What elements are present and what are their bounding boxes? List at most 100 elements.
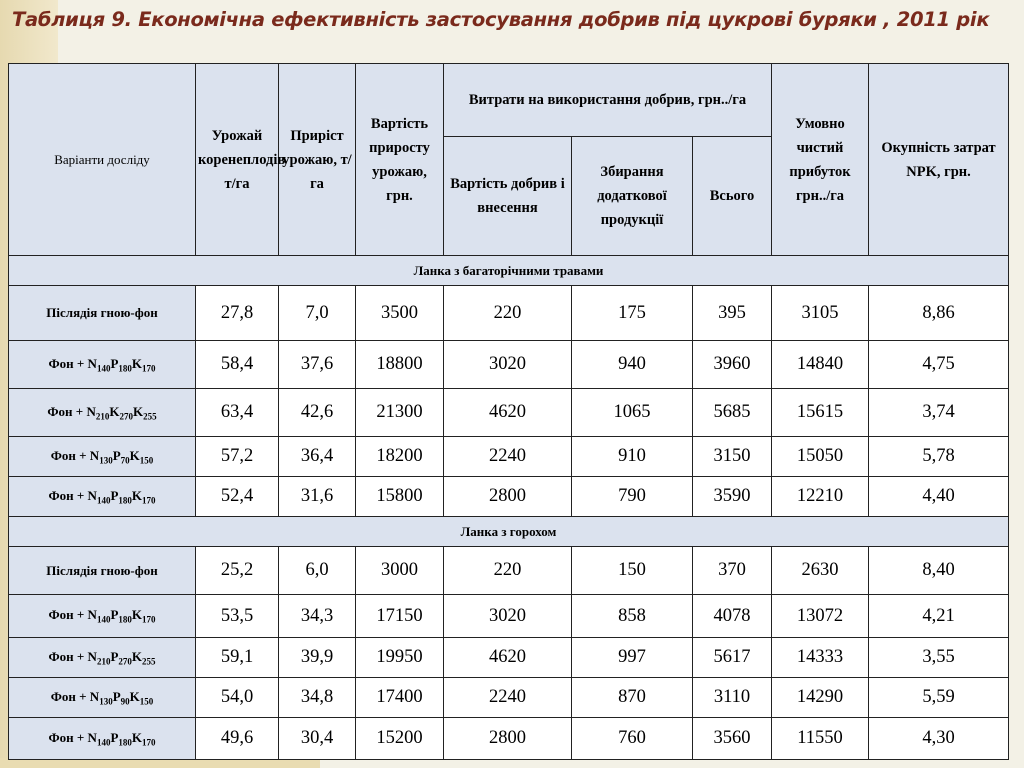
variant-text: K: [129, 447, 140, 463]
value-cell: 3,74: [868, 388, 1009, 437]
value-cell: 25,2: [195, 546, 279, 595]
variant-name: Фон + N130P70K150: [8, 436, 196, 477]
variant-subscript: 270: [119, 411, 133, 422]
header-payback: Окупність затрат NPK, грн.: [868, 63, 1009, 256]
variant-text: Фон + N: [48, 607, 97, 623]
value-cell: 150: [571, 546, 693, 595]
header-total: Всього: [692, 136, 772, 256]
value-cell: 4620: [443, 637, 572, 678]
variant-subscript: 170: [142, 614, 156, 625]
value-cell: 5,59: [868, 677, 1009, 718]
value-cell: 3560: [692, 717, 772, 760]
value-cell: 4,40: [868, 476, 1009, 517]
value-cell: 870: [571, 677, 693, 718]
section-label: Ланка з багаторічними травами: [8, 255, 1009, 286]
section-row: Ланка з багаторічними травами: [8, 255, 1009, 286]
value-cell: 997: [571, 637, 693, 678]
section-label: Ланка з горохом: [8, 516, 1009, 547]
value-cell: 39,9: [278, 637, 356, 678]
variant-text: Фон + N: [50, 688, 100, 704]
value-cell: 15800: [355, 476, 444, 517]
value-cell: 910: [571, 436, 693, 477]
table-row: Фон + N210K270K255 63,4 42,6 21300 4620 1065 5…: [8, 388, 1009, 437]
value-cell: 5,78: [868, 436, 1009, 477]
header-variant: Варіанти досліду: [8, 63, 196, 256]
variant-name: Післядія гною-фон: [8, 546, 196, 595]
value-cell: 11550: [771, 717, 869, 760]
variant-name: Фон + N210K270K255: [8, 388, 196, 437]
value-cell: 49,6: [195, 717, 279, 760]
value-cell: 42,6: [278, 388, 356, 437]
variant-text: K: [109, 403, 120, 419]
variant-name: Фон + N140P180K170: [8, 717, 196, 760]
value-cell: 4,21: [868, 594, 1009, 638]
value-cell: 8,40: [868, 546, 1009, 595]
value-cell: 395: [692, 285, 772, 341]
value-cell: 2240: [443, 677, 572, 718]
variant-subscript: 140: [96, 737, 111, 748]
variant-subscript: 90: [120, 696, 130, 707]
variant-subscript: 150: [139, 455, 154, 466]
value-cell: 760: [571, 717, 693, 760]
variant-subscript: 140: [96, 614, 111, 625]
value-cell: 3500: [355, 285, 444, 341]
table-row: Післядія гною-фон 25,2 6,0 3000 220 150 370 263…: [8, 546, 1009, 595]
value-cell: 4078: [692, 594, 772, 638]
variant-text: P: [112, 447, 121, 463]
variant-text: Фон + N: [48, 355, 97, 371]
variant-name: Фон + N140P180K170: [8, 340, 196, 389]
value-cell: 52,4: [195, 476, 279, 517]
value-cell: 15050: [771, 436, 869, 477]
value-cell: 3020: [443, 340, 572, 389]
variant-subscript: 255: [143, 411, 157, 422]
table-row: Фон + N140P180K170 52,4 31,6 15800 2800 790 35…: [8, 476, 1009, 517]
efficiency-table: Варіанти досліду Урожай коренеплодів т/г…: [8, 63, 1009, 760]
value-cell: 59,1: [195, 637, 279, 678]
value-cell: 13072: [771, 594, 869, 638]
variant-subscript: 130: [99, 455, 113, 466]
variant-text: K: [131, 648, 143, 664]
value-cell: 8,86: [868, 285, 1009, 341]
variant-text: K: [131, 355, 143, 371]
variant-text: P: [110, 729, 119, 745]
variant-subscript: 140: [96, 363, 111, 374]
value-cell: 2630: [771, 546, 869, 595]
value-cell: 220: [443, 285, 572, 341]
value-cell: 18800: [355, 340, 444, 389]
header-harvest: Збирання додаткової продукції: [571, 136, 693, 256]
value-cell: 3020: [443, 594, 572, 638]
variant-text: P: [110, 487, 119, 503]
variant-subscript: 180: [118, 614, 132, 625]
variant-text: Післядія гною-фон: [46, 562, 158, 578]
value-cell: 27,8: [195, 285, 279, 341]
variant-text: Фон + N: [48, 487, 97, 503]
variant-text: K: [132, 403, 144, 419]
table-row: Фон + N140P180K170 49,6 30,4 15200 2800 760 35…: [8, 717, 1009, 760]
value-cell: 14333: [771, 637, 869, 678]
value-cell: 858: [571, 594, 693, 638]
value-cell: 18200: [355, 436, 444, 477]
variant-text: K: [131, 607, 143, 623]
value-cell: 36,4: [278, 436, 356, 477]
variant-text: P: [110, 355, 119, 371]
value-cell: 63,4: [195, 388, 279, 437]
value-cell: 30,4: [278, 717, 356, 760]
value-cell: 4620: [443, 388, 572, 437]
value-cell: 3150: [692, 436, 772, 477]
table-row: Фон + N130P70K150 57,2 36,4 18200 2240 910 315…: [8, 436, 1009, 477]
table-row: Післядія гною-фон 27,8 7,0 3500 220 175 395 310…: [8, 285, 1009, 341]
value-cell: 14840: [771, 340, 869, 389]
variant-text: Фон + N: [48, 729, 97, 745]
variant-text: K: [131, 487, 143, 503]
value-cell: 1065: [571, 388, 693, 437]
table-row: Фон + N140P180K170 58,4 37,6 18800 3020 940 39…: [8, 340, 1009, 389]
value-cell: 6,0: [278, 546, 356, 595]
variant-subscript: 180: [118, 363, 132, 374]
table-row: Фон + N210P270K255 59,1 39,9 19950 4620 997 56…: [8, 637, 1009, 678]
header-increase-value: Вартість приросту урожаю, грн.: [355, 63, 444, 256]
slide-title: Таблиця 9. Економічна ефективність засто…: [12, 8, 990, 31]
variant-subscript: 130: [99, 696, 113, 707]
value-cell: 12210: [771, 476, 869, 517]
variant-text: K: [129, 688, 140, 704]
variant-name: Післядія гною-фон: [8, 285, 196, 341]
